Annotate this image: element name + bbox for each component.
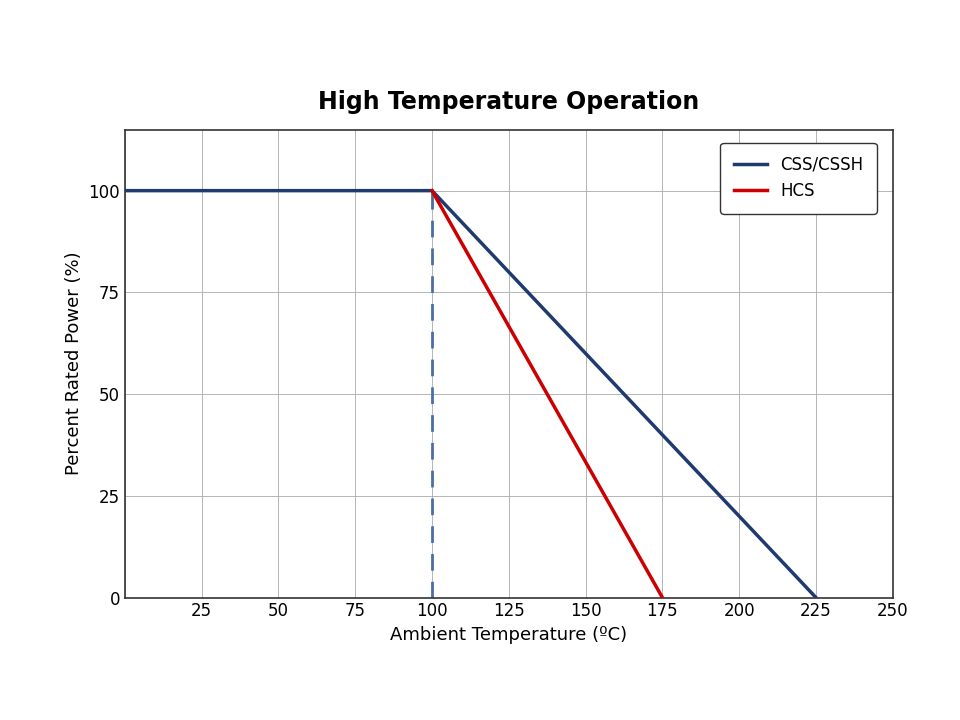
Y-axis label: Percent Rated Power (%): Percent Rated Power (%)	[64, 252, 83, 475]
CSS/CSSH	[810, 593, 822, 602]
X-axis label: Ambient Temperature (ºC): Ambient Temperature (ºC)	[390, 626, 628, 644]
CSS/CSSH	[426, 186, 438, 195]
Line: CSS/CSSH: CSS/CSSH	[125, 191, 816, 598]
Title: High Temperature Operation: High Temperature Operation	[318, 90, 700, 114]
Legend: CSS/CSSH, HCS: CSS/CSSH, HCS	[720, 143, 876, 214]
CSS/CSSH	[119, 186, 131, 195]
